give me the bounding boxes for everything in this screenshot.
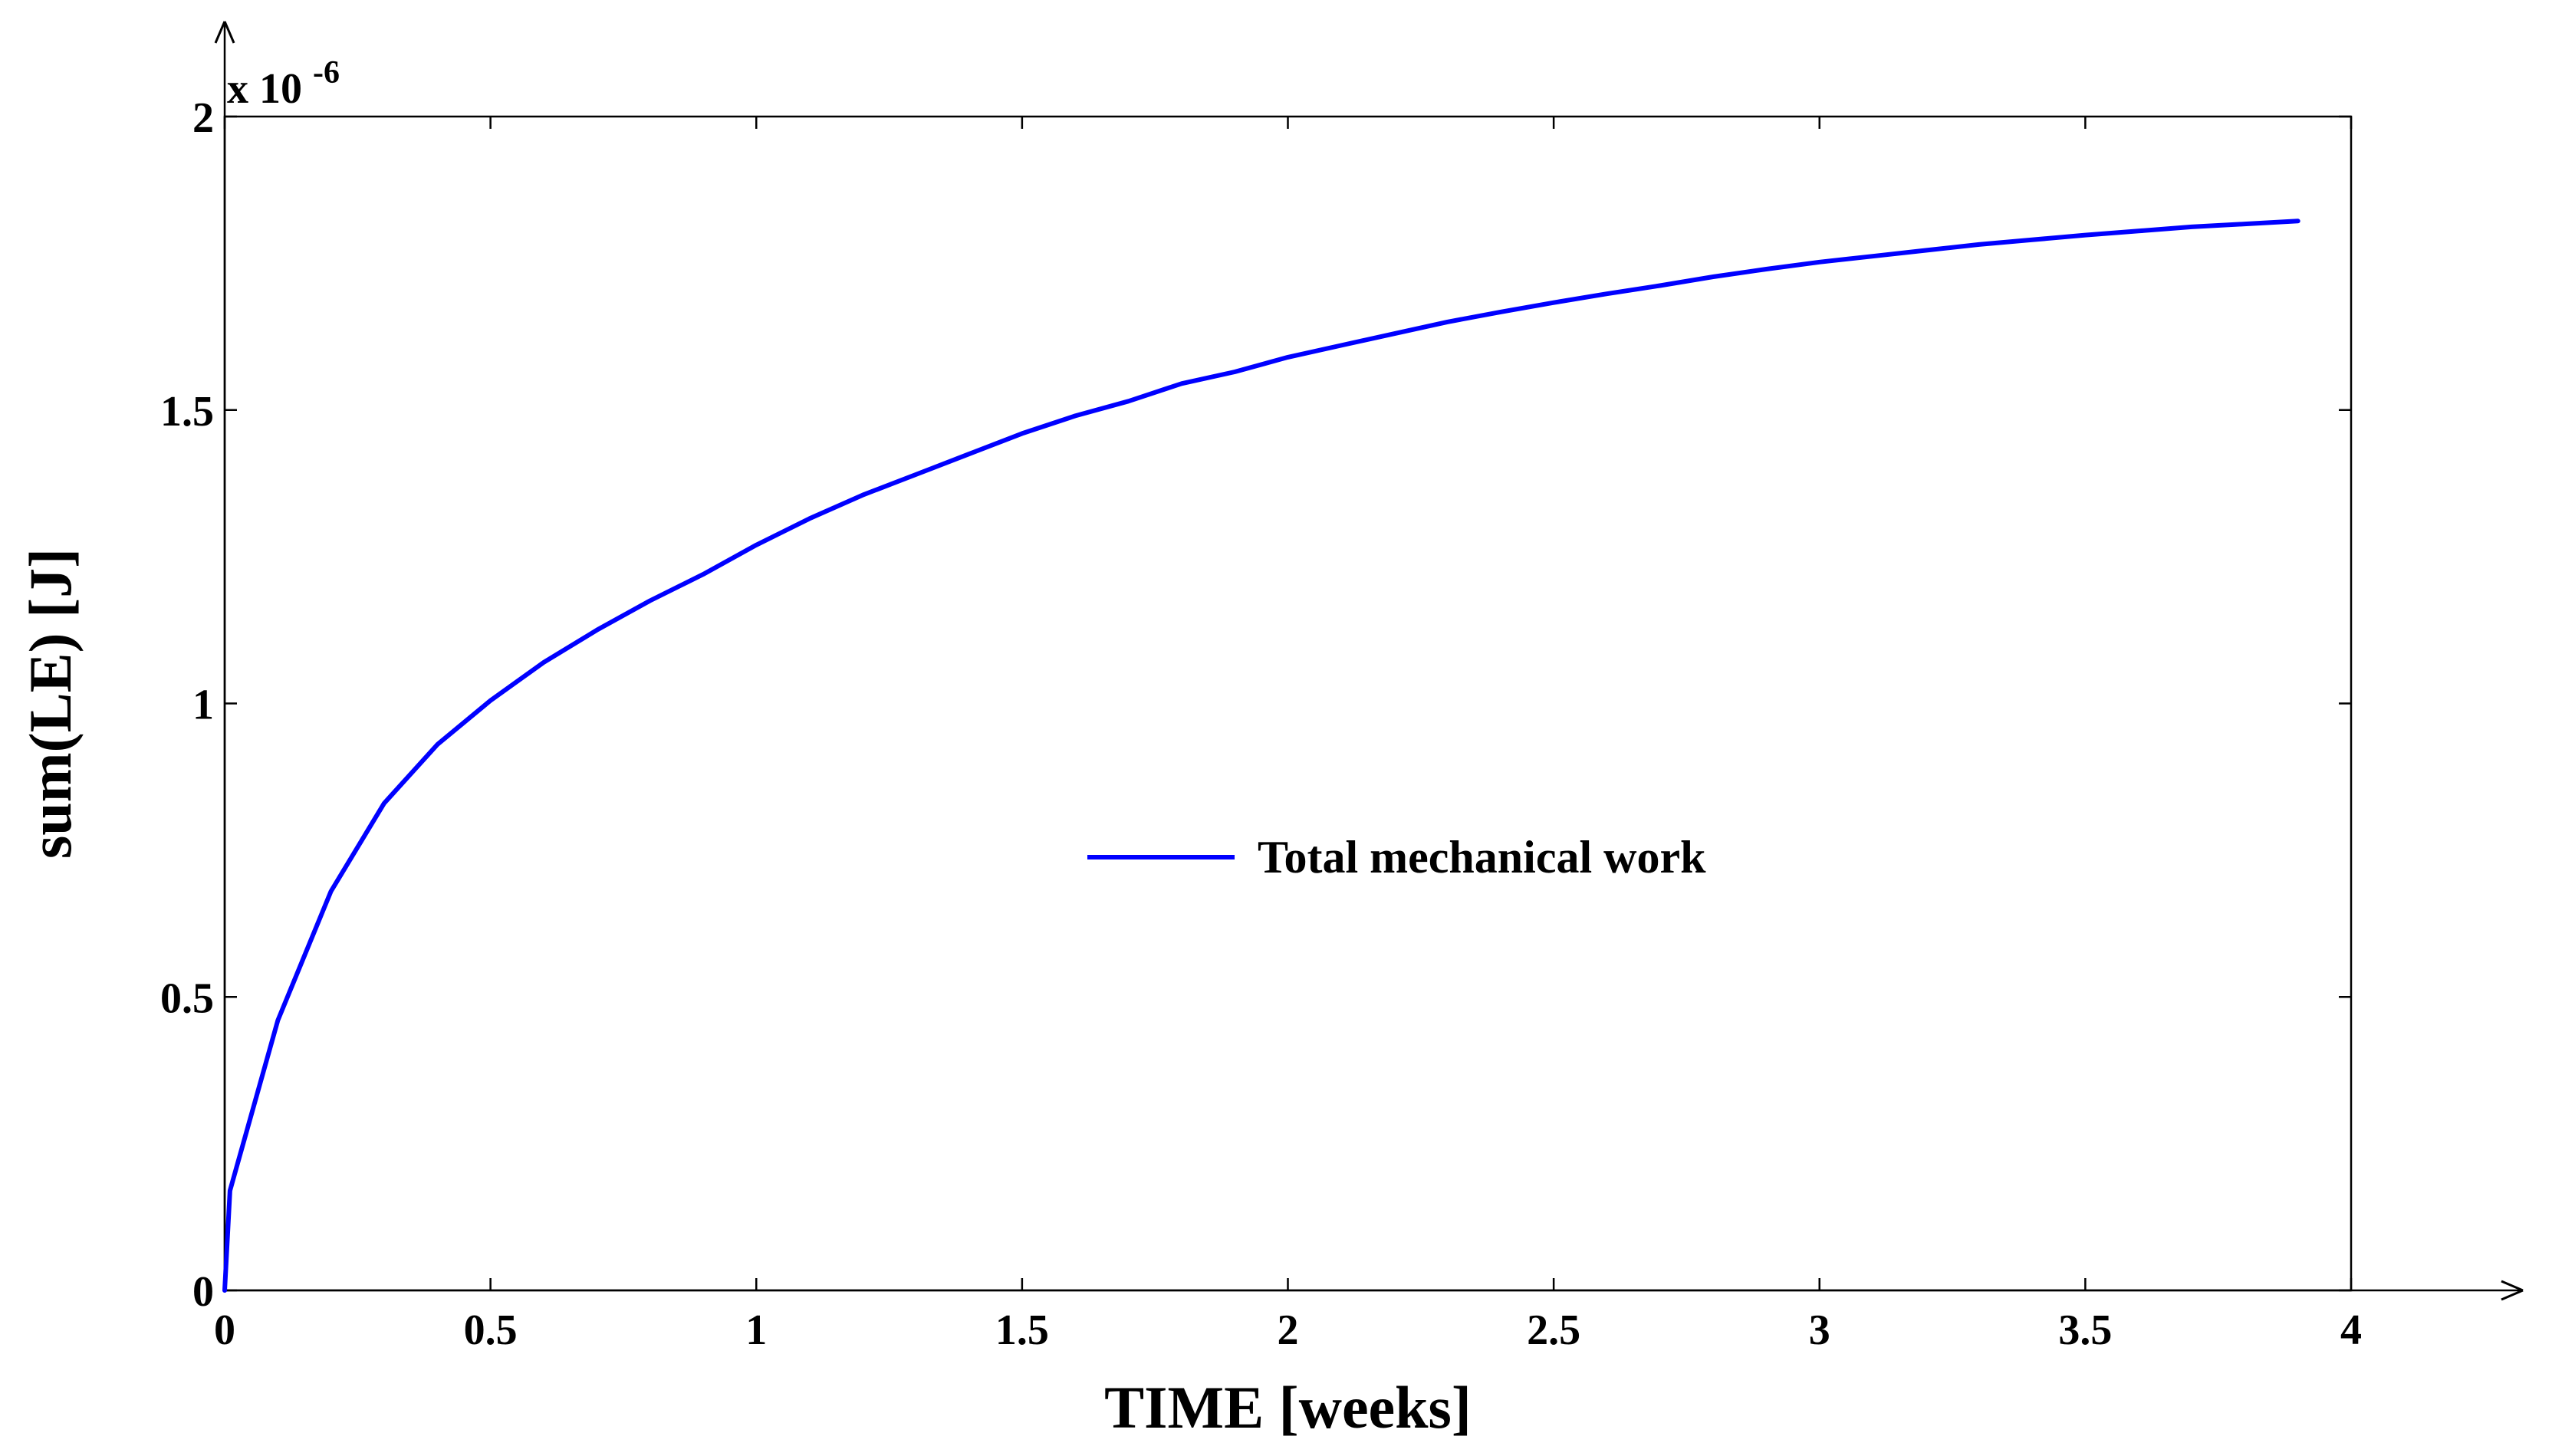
y-tick-label: 1 [192, 682, 214, 729]
x-tick-label: 4 [2340, 1306, 2362, 1354]
series-layer [222, 219, 2300, 1293]
x-tick-label: 2 [1278, 1306, 1299, 1354]
x-axis-arrowhead [2501, 1280, 2524, 1301]
legend: Total mechanical work [1087, 832, 1706, 882]
legend-label: Total mechanical work [1258, 832, 1706, 882]
y-exponent-power: -6 [313, 55, 340, 90]
y-axis-arrowhead [214, 21, 235, 44]
y-axis-title: sum(LE) [J] [17, 548, 84, 859]
x-tick-label: 0 [214, 1306, 235, 1354]
x-tick-label: 3 [1809, 1306, 1830, 1354]
x-tick-label: 1.5 [995, 1306, 1049, 1354]
y-tick-label: 1.5 [160, 388, 214, 435]
x-tick-label: 0.5 [464, 1306, 518, 1354]
y-exponent-base: x 10 [227, 65, 302, 113]
series-line [222, 219, 2300, 1293]
x-tick-label: 2.5 [1527, 1306, 1580, 1354]
y-exponent-label: x 10 -6 [227, 55, 340, 113]
y-tick-label: 2 [192, 94, 214, 142]
x-tick-label: 3.5 [2058, 1306, 2112, 1354]
y-tick-label: 0.5 [160, 975, 214, 1022]
x-axis-title: TIME [weeks] [1104, 1374, 1472, 1441]
axes-layer: 0 0.5 1 1.5 2 2.5 3 3.5 4 0 0.5 1 1.5 2 [160, 21, 2524, 1354]
plot-frame [223, 115, 2353, 1292]
x-tick-label: 1 [745, 1306, 767, 1354]
y-tick-label: 0 [192, 1268, 214, 1316]
